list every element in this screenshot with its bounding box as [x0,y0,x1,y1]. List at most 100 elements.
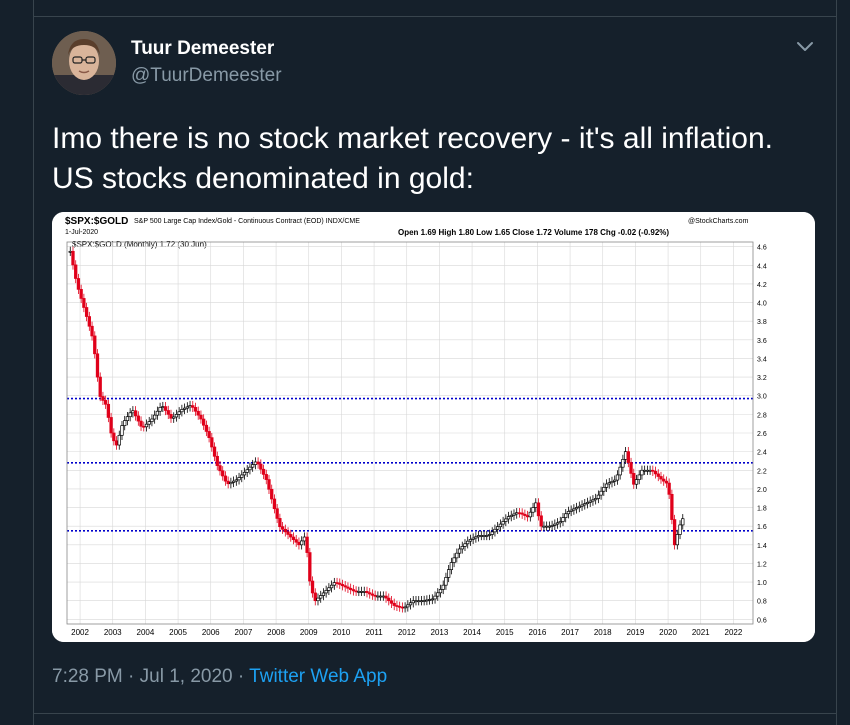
tweet-text: Imo there is no stock market recovery - … [52,119,822,199]
candle-body [517,512,522,515]
y-tick-label: 3.4 [757,356,767,363]
candle-body [327,587,331,591]
candle-body [359,591,364,593]
candle-body [653,470,658,475]
x-tick-label: 2020 [659,628,677,637]
y-tick-label: 3.2 [757,375,767,382]
candle-body [308,552,312,582]
candle-body [68,250,72,253]
x-tick-label: 2013 [431,628,449,637]
candle-body [648,469,652,472]
x-tick-label: 2019 [627,628,645,637]
candle-body [395,605,399,607]
y-tick-label: 4.0 [757,301,767,308]
candle-body [479,535,483,537]
candle-body [104,400,108,405]
chart-grid [67,242,753,624]
x-tick-label: 2022 [725,628,743,637]
candle-body [163,406,168,411]
candle-body [128,412,132,418]
candle-body [231,480,236,483]
candle-body [504,518,508,522]
tweet-time[interactable]: 7:28 PM [52,666,123,687]
candle-body [602,486,606,492]
tweet-source-app[interactable]: Twitter Web App [249,666,388,687]
candle-body [585,502,590,505]
candle-body [133,410,138,417]
candle-body [278,518,282,528]
y-tick-label: 3.6 [757,338,767,345]
candle-body [604,483,609,488]
candle-body [193,407,198,412]
candle-body [180,409,184,413]
candle-body [210,437,214,448]
avatar-image [52,31,116,95]
candle-body [618,466,622,476]
chevron-down-icon [797,42,813,51]
avatar[interactable] [52,31,116,95]
chart-legend: $SPX:$GOLD (Monthly) 1.72 (30 Jun) [72,240,207,249]
candle-body [389,600,394,604]
candle-body [212,446,217,457]
y-tick-label: 1.6 [757,524,767,531]
candle-body [645,469,650,472]
candle-body [487,534,492,536]
candle-body [547,525,552,528]
candle-body [482,535,486,537]
candle-body [191,405,195,408]
candle-body [332,582,336,586]
tweet-media-chart[interactable]: $SPX:$GOLD S&P 500 Large Cap Index/Gold … [52,212,815,642]
plot-frame [66,241,754,625]
candle-body [376,595,380,598]
candle-body [101,396,105,401]
x-tick-label: 2021 [692,628,710,637]
y-tick-label: 1.4 [757,543,767,550]
timeline-border-left [33,0,34,725]
candle-body [319,595,323,599]
candle-body [662,478,666,482]
candle-body [667,482,671,495]
timeline-border-right [836,0,837,725]
chart-y-axis: 0.6 0.8 1.0 1.2 1.4 1.6 1.8 2.0 2.2 2.4 2.6 2.8 3.0 3… [757,245,767,625]
candle-body [248,466,252,471]
candle-body [659,476,663,480]
candle-body [297,541,301,546]
candle-body [545,525,549,528]
candle-body [120,425,124,436]
candle-body [346,586,350,589]
candle-body [95,353,100,378]
candle-body [272,498,277,510]
candle-body [561,517,565,522]
candle-body [153,414,157,420]
candle-body [158,407,162,412]
candle-body [629,462,633,474]
y-tick-label: 1.8 [757,506,767,513]
candle-body [452,557,456,563]
candle-body [357,591,361,593]
x-tick-label: 2002 [71,628,89,637]
candle-body [447,569,451,578]
candle-body [106,403,111,418]
author-name[interactable]: Tuur Demeester [131,38,275,59]
candle-body [398,605,402,608]
candle-body [471,537,475,540]
tweet-text-line-2: US stocks denominated in gold: [52,162,474,195]
candle-body [490,531,494,535]
y-tick-label: 4.6 [757,245,767,252]
candle-body [574,507,579,510]
candle-body [169,414,173,419]
candle-body [591,499,595,502]
candle-body [643,469,647,472]
candle-body [351,589,356,592]
candle-body [626,451,630,463]
candle-body [419,600,424,603]
tweet-date[interactable]: Jul 1, 2020 [139,666,233,687]
author-handle[interactable]: @TuurDemeester [131,65,282,86]
x-tick-label: 2011 [365,628,383,637]
tweet-menu-button[interactable] [793,36,817,56]
y-tick-label: 2.8 [757,412,767,419]
candle-body [599,490,603,496]
x-tick-label: 2004 [137,628,155,637]
candle-body [430,598,434,601]
candle-body [474,536,478,539]
